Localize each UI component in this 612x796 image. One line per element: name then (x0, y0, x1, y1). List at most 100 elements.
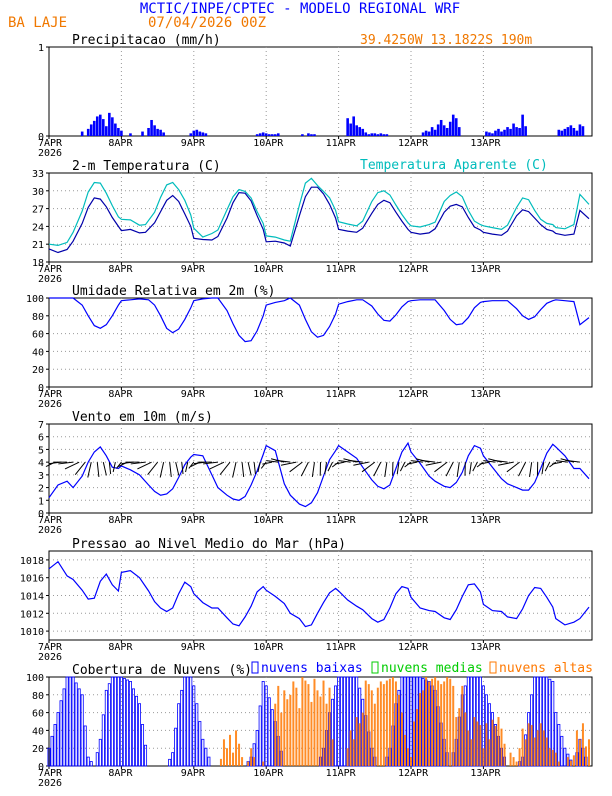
cloud-bar-high (286, 699, 288, 766)
legend-swatch-0 (252, 662, 258, 673)
cloud-bar-high (516, 762, 518, 766)
cloud-bar-high (446, 677, 448, 766)
y-tick-label: 0 (38, 132, 44, 143)
precip-bar (310, 134, 313, 136)
cloud-bar-high (543, 730, 545, 766)
y-tick-label: 6 (38, 433, 44, 444)
cloud-bar-low (87, 757, 89, 766)
cloud-bar-high (392, 677, 394, 766)
y-tick-label: 33 (32, 169, 44, 180)
wind-arrow (182, 462, 183, 474)
cloud-bar-high (410, 757, 412, 766)
cloud-bar-high (464, 713, 466, 766)
y-tick-label: 0 (38, 509, 44, 520)
precip-bar (452, 115, 455, 136)
wind-arrow (220, 462, 230, 475)
cloud-bar-high (332, 739, 334, 766)
cloud-bar-high (386, 681, 388, 766)
precip-bar (346, 118, 349, 136)
cloud-bar-low (132, 689, 134, 766)
y-tick-label: 0 (38, 383, 44, 394)
precip-bar (313, 134, 316, 136)
precip-bar (96, 116, 99, 136)
cloud-bar-high (277, 686, 279, 766)
cloud-bar-low (190, 677, 192, 766)
y-tick-label: 0 (38, 762, 44, 773)
y-tick-label: 1 (38, 496, 44, 507)
cloud-bar-high (362, 713, 364, 766)
x-year-label: 2026 (38, 148, 62, 159)
cloud-bar-low (84, 726, 86, 766)
y-tick-label: 20 (32, 744, 44, 755)
cloud-bar-high (513, 757, 515, 766)
precip-bar (509, 129, 512, 136)
wind-arrow (457, 462, 459, 477)
cloud-bar-high (298, 708, 300, 766)
cloud-bar-low (135, 696, 137, 766)
cloud-bar-high (416, 709, 418, 766)
cloud-bar-low (268, 698, 270, 766)
wind-arrow (477, 462, 483, 467)
cloud-bar-low (561, 736, 563, 766)
x-year-label: 2026 (38, 274, 62, 285)
run-date-label: 07/04/2026 00Z (148, 15, 266, 31)
cloud-bar-low (138, 704, 140, 766)
precip-bar (153, 125, 156, 136)
x-year-label: 2026 (38, 399, 62, 410)
cloud-bar-high (510, 753, 512, 766)
cloud-bar-high (241, 757, 243, 766)
cloud-bar-high (549, 748, 551, 766)
legend-entry-1: nuvens medias (381, 661, 483, 676)
cloud-bar-high (522, 729, 524, 766)
cloud-bar-high (323, 681, 325, 766)
x-tick-label: 13APR (470, 264, 501, 275)
precip-bar (518, 128, 521, 136)
x-tick-label: 8APR (108, 138, 133, 149)
cloud-bar-low (99, 739, 101, 766)
y-tick-label: 100 (26, 673, 44, 684)
x-tick-label: 10APR (253, 138, 284, 149)
coordinates-label: 39.4250W 13.1822S 190m (360, 33, 532, 48)
cloud-bar-high (467, 730, 469, 766)
panel-title: Umidade Relativa em 2m (%) (72, 284, 276, 299)
cloud-bar-low (169, 759, 171, 766)
cloud-bar-high (555, 753, 557, 766)
cloud-bar-low (181, 690, 183, 766)
wind-arrow (254, 462, 255, 474)
cloud-bar-high (353, 739, 355, 766)
precip-bar (196, 130, 199, 136)
wind-arrow (407, 462, 417, 464)
precip-bar (582, 126, 585, 136)
precip-bar (488, 132, 491, 136)
x-tick-label: 13APR (470, 768, 501, 779)
cloud-bar-high (504, 744, 506, 766)
cloud-bar-high (304, 681, 306, 766)
cloud-bar-high (425, 677, 427, 766)
precip-bar (437, 124, 440, 136)
cloud-bar-high (440, 684, 442, 766)
precip-bar (506, 127, 509, 136)
precip-bar (567, 127, 570, 136)
cloud-bar-high (582, 723, 584, 766)
x-tick-label: 11APR (326, 389, 357, 400)
precip-bar (425, 131, 428, 136)
cloud-bar-high (434, 677, 436, 766)
x-tick-label: 8APR (108, 389, 133, 400)
cloud-bar-low (184, 677, 186, 766)
wind-arrow (176, 462, 179, 475)
precip-bar (159, 130, 162, 136)
cloud-bar-high (313, 679, 315, 766)
cloud-bar-low (54, 724, 56, 766)
precip-bar (431, 127, 434, 136)
cloud-bar-high (443, 681, 445, 766)
precip-bar (370, 133, 373, 136)
precip-bar (515, 127, 518, 136)
cloud-bar-high (262, 762, 264, 766)
precip-bar (256, 134, 259, 136)
cloud-bar-high (359, 723, 361, 766)
legend-swatch-2 (490, 662, 496, 673)
cloud-bar-high (579, 739, 581, 766)
